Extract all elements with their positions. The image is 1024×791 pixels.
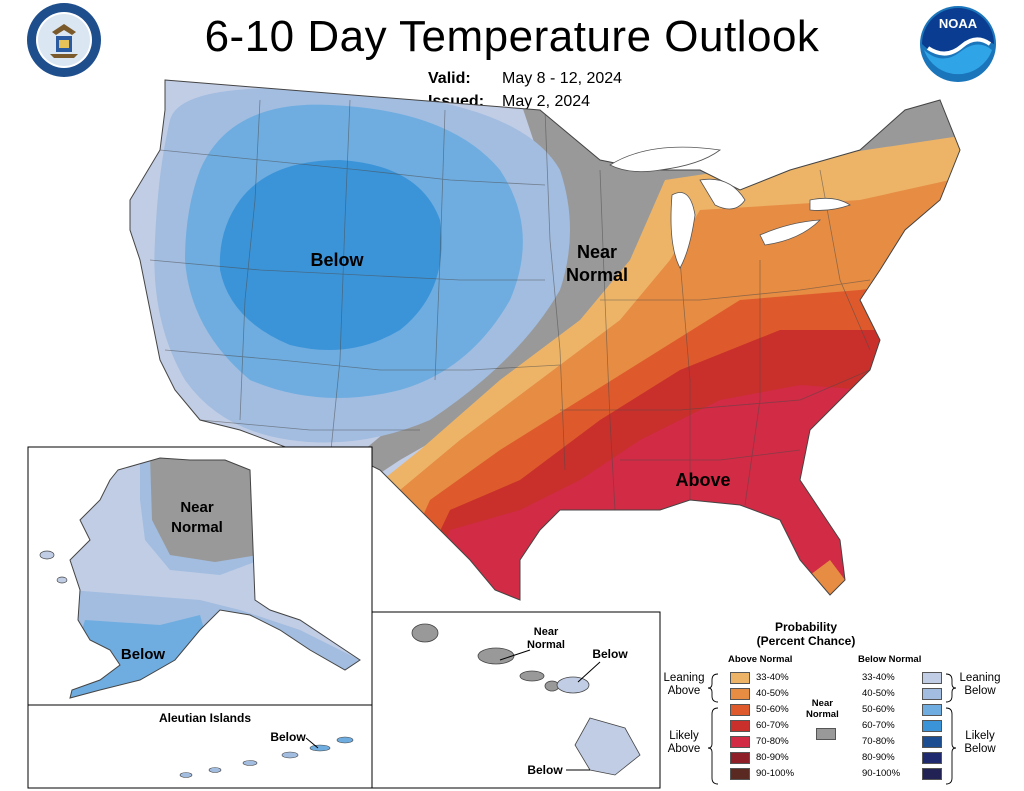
legend-likely-above-line1: Likely <box>669 730 699 742</box>
aleutian-below-pointer <box>305 737 319 749</box>
legend-below-swatch <box>922 672 942 684</box>
legend-title-line2: (Percent Chance) <box>756 634 856 648</box>
legend-above-range-label: 40-50% <box>756 688 789 699</box>
conus-below-60-70-band <box>219 160 442 350</box>
legend-likely-above: Likely Above <box>656 730 712 756</box>
hawaii-below-top-label: Below <box>592 647 628 661</box>
legend-near-normal-line2: Normal <box>806 709 839 720</box>
legend-below-range-label: 70-80% <box>862 736 895 747</box>
legend-above-range-label: 50-60% <box>756 704 789 715</box>
hawaii-below-bottom-label: Below <box>527 763 563 777</box>
hawaii-near-normal-label-line2: Normal <box>527 639 565 651</box>
alaska-near-normal-band <box>150 458 260 562</box>
legend-above-swatch <box>730 736 750 748</box>
legend: Probability (Percent Chance) Above Norma… <box>656 616 1016 788</box>
alaska-near-normal-label-line2: Normal <box>171 519 223 536</box>
legend-likely-above-line2: Above <box>667 743 701 755</box>
hawaii-islands <box>411 623 641 776</box>
aleutian-title: Aleutian Islands <box>159 711 251 725</box>
conus-state-lines <box>149 99 871 511</box>
alaska-outline <box>69 457 361 699</box>
legend-above-swatch <box>730 672 750 684</box>
legend-above-swatch <box>730 720 750 732</box>
legend-below-range-label: 40-50% <box>862 688 895 699</box>
noaa-text: NOAA <box>939 16 978 31</box>
legend-below-swatch <box>922 768 942 780</box>
legend-above-range-label: 90-100% <box>756 768 795 779</box>
legend-leaning-below-line2: Below <box>964 685 996 697</box>
alaska-near-normal-label-line1: Near <box>180 499 214 516</box>
legend-above-range-label: 33-40% <box>756 672 789 683</box>
commerce-seal-logo <box>27 3 101 77</box>
legend-above-header: Above Normal <box>728 654 793 665</box>
legend-below-swatch <box>922 752 942 764</box>
valid-dates: Valid: May 8 - 12, 2024 <box>428 70 622 88</box>
noaa-logo: NOAA <box>920 6 996 82</box>
legend-below-header: Below Normal <box>858 654 922 665</box>
legend-braces <box>707 673 957 785</box>
legend-likely-below-line2: Below <box>964 743 996 755</box>
hawaii-below-top-pointer <box>577 661 601 683</box>
aleutian-below-label: Below <box>270 730 306 744</box>
legend-above-range-label: 70-80% <box>756 736 789 747</box>
conus-near-normal-label-line1: Near <box>577 242 617 262</box>
legend-below-swatch <box>922 736 942 748</box>
legend-below-swatch <box>922 720 942 732</box>
legend-below-range-label: 90-100% <box>862 768 901 779</box>
conus-near-normal-label-line2: Normal <box>566 265 628 285</box>
legend-likely-below: Likely Below <box>952 730 1008 756</box>
conus-outline <box>129 79 961 601</box>
legend-leaning-below-line1: Leaning <box>959 672 1001 684</box>
legend-below-swatch <box>922 704 942 716</box>
legend-above-swatch <box>730 768 750 780</box>
legend-below-range-label: 33-40% <box>862 672 895 683</box>
alaska-islands <box>39 550 68 584</box>
legend-title-line1: Probability <box>774 620 837 634</box>
legend-above-swatch <box>730 704 750 716</box>
hawaii-near-normal-label-line1: Near <box>534 626 559 638</box>
legend-likely-below-line1: Likely <box>965 730 995 742</box>
legend-below-swatch <box>922 688 942 700</box>
legend-above-swatch <box>730 752 750 764</box>
legend-leaning-above: Leaning Above <box>656 672 712 698</box>
legend-leaning-below: Leaning Below <box>952 672 1008 698</box>
page-title: 6-10 Day Temperature Outlook <box>204 12 820 61</box>
legend-above-range-label: 80-90% <box>756 752 789 763</box>
legend-above-swatch <box>730 688 750 700</box>
legend-below-range-label: 60-70% <box>862 720 895 731</box>
conus-below-label: Below <box>310 250 364 270</box>
issued-value: May 2, 2024 <box>502 93 591 110</box>
alaska-below-label: Below <box>121 646 166 663</box>
great-lakes <box>609 146 851 269</box>
legend-near-normal-line1: Near <box>811 698 833 709</box>
legend-near-normal-label: Near Normal <box>806 698 839 720</box>
valid-label: Valid: <box>428 70 471 87</box>
legend-leaning-above-line1: Leaning <box>663 672 705 684</box>
florida-keys-band <box>810 560 845 595</box>
legend-below-range-label: 50-60% <box>862 704 895 715</box>
legend-below-range-label: 80-90% <box>862 752 895 763</box>
hawaii-near-pointer <box>499 649 531 661</box>
aleutian-islands <box>179 736 354 778</box>
conus-above-label: Above <box>675 470 730 490</box>
valid-value: May 8 - 12, 2024 <box>502 70 623 87</box>
legend-above-range-label: 60-70% <box>756 720 789 731</box>
legend-near-normal-swatch <box>816 728 836 740</box>
legend-leaning-above-line2: Above <box>667 685 701 697</box>
